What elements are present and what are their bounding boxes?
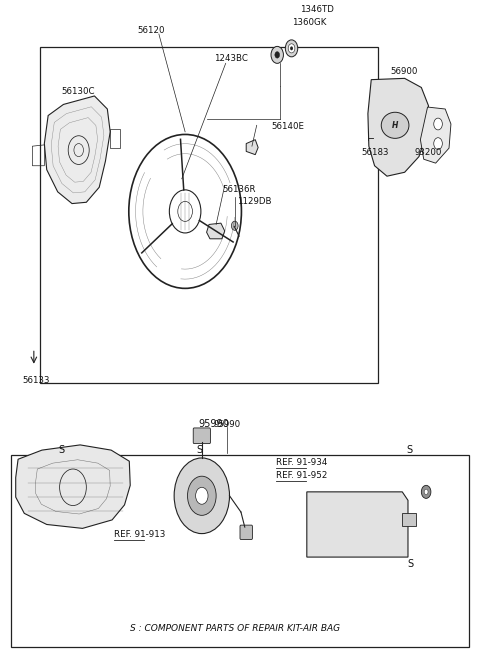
FancyBboxPatch shape (193, 428, 210, 443)
Text: REF. 91-913: REF. 91-913 (114, 531, 165, 540)
Circle shape (231, 221, 238, 231)
Text: S: S (408, 559, 414, 569)
Text: 56900: 56900 (390, 67, 418, 77)
Text: S: S (196, 445, 203, 455)
Text: H: H (392, 121, 398, 130)
FancyBboxPatch shape (39, 47, 378, 383)
FancyBboxPatch shape (240, 525, 252, 540)
Circle shape (196, 487, 208, 504)
Circle shape (290, 47, 293, 50)
Text: 1129DB: 1129DB (237, 197, 271, 206)
Circle shape (424, 489, 428, 495)
Polygon shape (246, 140, 258, 155)
Polygon shape (402, 514, 416, 527)
Text: REF. 91-952: REF. 91-952 (276, 471, 327, 480)
Text: S: S (58, 445, 64, 455)
Text: 56140E: 56140E (271, 122, 304, 131)
FancyBboxPatch shape (11, 455, 469, 647)
Text: S: S (407, 445, 412, 455)
Text: 1243BC: 1243BC (214, 54, 248, 64)
Text: S : COMPONENT PARTS OF REPAIR KIT-AIR BAG: S : COMPONENT PARTS OF REPAIR KIT-AIR BA… (130, 624, 340, 633)
Text: 56136R: 56136R (222, 185, 256, 194)
Text: 56133: 56133 (23, 377, 50, 386)
Circle shape (285, 40, 298, 57)
Polygon shape (307, 492, 408, 557)
Text: 56130C: 56130C (61, 87, 95, 96)
Polygon shape (16, 445, 130, 529)
Text: REF. 91-934: REF. 91-934 (276, 458, 327, 467)
Circle shape (434, 118, 443, 130)
Text: 1360GK: 1360GK (292, 18, 327, 27)
Ellipse shape (381, 112, 409, 138)
Text: 56120: 56120 (137, 26, 165, 35)
Polygon shape (206, 223, 225, 239)
Circle shape (434, 138, 443, 149)
Circle shape (271, 47, 283, 64)
Text: 95990: 95990 (198, 419, 229, 429)
Circle shape (275, 52, 280, 58)
Circle shape (174, 458, 229, 534)
Polygon shape (368, 79, 429, 176)
Polygon shape (44, 96, 110, 204)
Text: 93200: 93200 (414, 148, 442, 157)
Circle shape (188, 476, 216, 515)
Circle shape (421, 485, 431, 498)
Text: 1346TD: 1346TD (300, 5, 334, 14)
Text: 95990: 95990 (214, 420, 241, 428)
Circle shape (288, 44, 295, 53)
Polygon shape (420, 107, 451, 163)
Text: 56183: 56183 (362, 148, 389, 157)
